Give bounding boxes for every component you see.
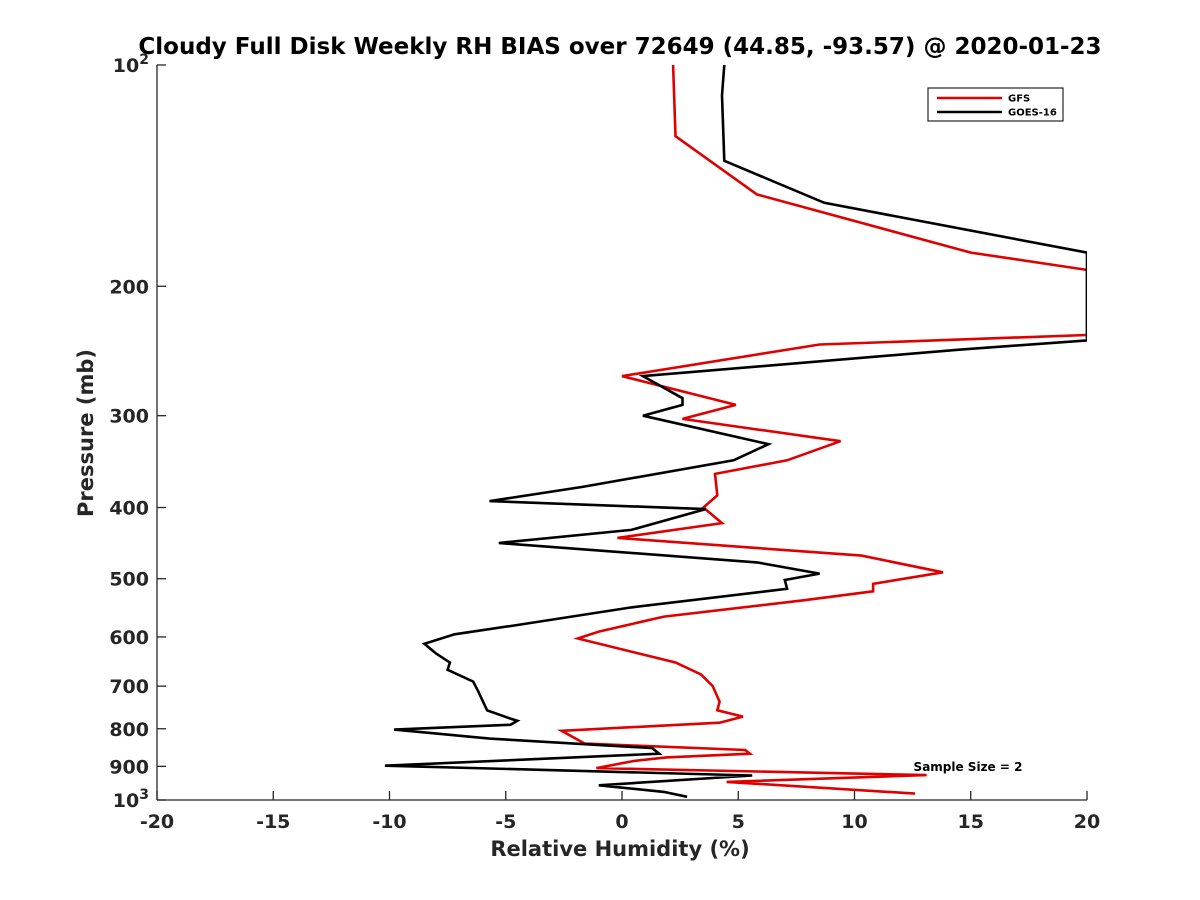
x-tick-label: -15 [256, 811, 290, 833]
y-tick-label: 400 [109, 498, 149, 520]
y-tick-label: 700 [109, 676, 149, 698]
legend-box [927, 87, 1064, 122]
chart-title: Cloudy Full Disk Weekly RH BIAS over 726… [138, 34, 1101, 60]
legend: GFS GOES-16 [927, 87, 1064, 122]
x-tick-label: 0 [615, 811, 628, 833]
x-tick-label: -20 [140, 811, 174, 833]
y-axis-label: Pressure (mb) [74, 349, 98, 517]
y-tick-label: 600 [109, 627, 149, 649]
x-tick-label: 20 [1074, 811, 1100, 833]
y-tick-label: 103 [113, 787, 149, 812]
x-tick-label: -5 [495, 811, 516, 833]
x-tick-label: 5 [732, 811, 745, 833]
x-tick-label: 10 [841, 811, 867, 833]
sample-size-annotation: Sample Size = 2 [914, 760, 1023, 774]
y-tick-label: 300 [109, 406, 149, 428]
plot-lines [384, 65, 1087, 799]
y-tick-label: 102 [113, 52, 149, 77]
legend-label-gfs: GFS [1008, 94, 1030, 105]
x-axis-label: Relative Humidity (%) [490, 837, 749, 861]
series-line-goes-16 [384, 65, 1087, 799]
y-tick-label: 200 [109, 276, 149, 298]
axes [156, 64, 1088, 801]
x-tick-label: 15 [958, 811, 984, 833]
x-tick-label: -10 [372, 811, 406, 833]
tick-labels: -20 -15 -10 -5 0 5 10 15 20 102 200 300 400 500 600 700… [109, 52, 1100, 833]
legend-label-goes-16: GOES-16 [1008, 108, 1057, 119]
y-tick-label: 800 [109, 719, 149, 741]
y-tick-label: 900 [109, 756, 149, 778]
y-tick-label: 500 [109, 569, 149, 591]
series-line-gfs [556, 65, 1087, 795]
